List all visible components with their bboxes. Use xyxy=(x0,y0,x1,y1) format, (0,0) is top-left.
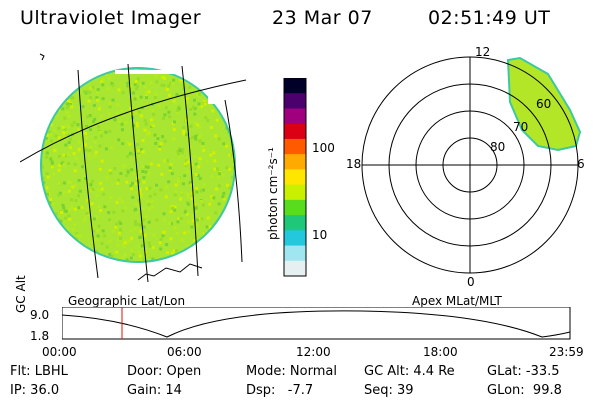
coastline xyxy=(137,263,203,281)
meridian-line xyxy=(127,63,149,283)
mlt-label-6: 6 xyxy=(577,157,585,171)
instrument-title: Ultraviolet Imager xyxy=(20,7,202,29)
colorbar-band xyxy=(284,230,306,247)
polar-caption: Apex MLat/MLT xyxy=(412,294,502,308)
colorbar-band xyxy=(284,108,306,125)
gain-status: Gain: 14 xyxy=(127,383,182,398)
mlt-label-12: 12 xyxy=(475,45,491,59)
filter-status: Flt: LBHL xyxy=(10,364,68,379)
mode-status: Mode: Normal xyxy=(246,364,337,379)
colorbar-band xyxy=(284,260,306,277)
seq-status: Seq: 39 xyxy=(364,383,414,398)
dsp-status: Dsp: -7.7 xyxy=(246,383,314,398)
geographic-globe-image xyxy=(20,53,247,283)
colorbar-band xyxy=(284,215,306,231)
gc-ymin: 1.8 xyxy=(30,329,50,343)
gc-altitude-plot xyxy=(62,307,571,340)
colorbar-band xyxy=(284,123,306,140)
colorbar xyxy=(283,78,307,277)
globe-corner-tick xyxy=(39,53,45,61)
colorbar-band xyxy=(284,78,306,94)
colorbar-band xyxy=(284,199,306,216)
meridian-line xyxy=(77,69,99,279)
globe-edge-gap xyxy=(208,94,228,104)
colorbar-band xyxy=(284,245,306,262)
ip-status: IP: 36.0 xyxy=(10,383,60,398)
gc-x-12: 12:00 xyxy=(296,345,331,359)
polar-plot xyxy=(361,56,582,274)
door-status: Door: Open xyxy=(127,364,202,379)
glat-status: GLat: -33.5 xyxy=(487,364,560,379)
time-label: 02:51:49 UT xyxy=(428,7,551,29)
globe-grid xyxy=(20,63,247,283)
gc-x-2359: 23:59 xyxy=(549,345,584,359)
glon-status: GLon: 99.8 xyxy=(487,383,562,398)
mlt-label-18: 18 xyxy=(346,157,362,171)
gc-x-00: 00:00 xyxy=(42,345,77,359)
lat-label-80: 80 xyxy=(490,140,506,154)
mlt-label-0: 0 xyxy=(467,275,475,289)
gc-x-18: 18:00 xyxy=(423,345,458,359)
globe-saturation-bar xyxy=(115,70,175,74)
colorbar-tick-100: 100 xyxy=(312,141,335,155)
colorbar-unit-label: photon cm⁻²s⁻¹ xyxy=(266,147,280,240)
polar-grid xyxy=(361,56,579,274)
lat-label-60: 60 xyxy=(536,97,552,111)
colorbar-band xyxy=(284,184,306,201)
colorbar-band xyxy=(284,169,306,186)
colorbar-band xyxy=(284,138,306,155)
colorbar-band xyxy=(284,93,306,109)
gc-ymax: 9.0 xyxy=(30,308,50,322)
colorbar-band xyxy=(284,154,306,170)
gc-x-06: 06:00 xyxy=(167,345,202,359)
date-label: 23 Mar 07 xyxy=(272,7,373,29)
colorbar-tick-10: 10 xyxy=(312,228,328,242)
lat-label-70: 70 xyxy=(513,120,529,134)
globe-caption: Geographic Lat/Lon xyxy=(68,294,186,308)
gc-altitude-curve xyxy=(62,310,571,338)
meridian-line xyxy=(181,65,199,277)
meridian-line xyxy=(224,99,243,263)
gc-ylabel: GC Alt xyxy=(14,275,28,313)
gc-alt-status: GC Alt: 4.4 Re xyxy=(364,364,455,379)
latitude-line xyxy=(20,79,247,163)
